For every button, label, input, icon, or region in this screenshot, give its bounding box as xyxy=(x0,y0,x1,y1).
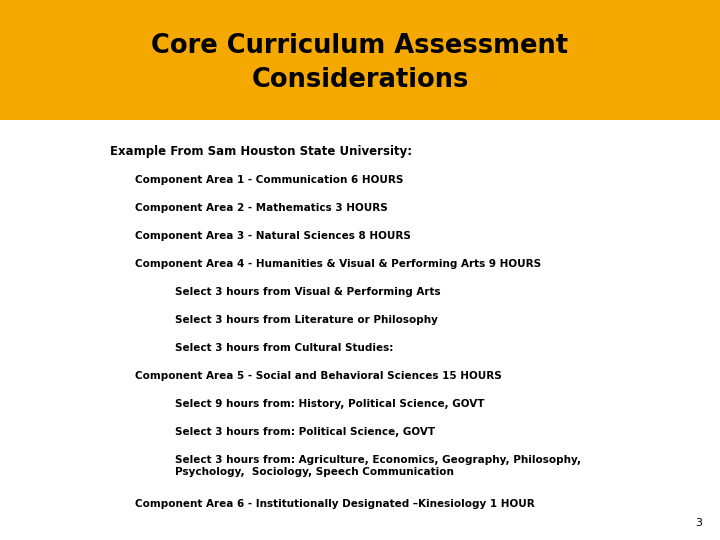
Text: Select 3 hours from: Agriculture, Economics, Geography, Philosophy,
Psychology, : Select 3 hours from: Agriculture, Econom… xyxy=(175,455,581,477)
Text: Considerations: Considerations xyxy=(251,67,469,93)
Text: Example From Sam Houston State University:: Example From Sam Houston State Universit… xyxy=(110,145,412,158)
Bar xyxy=(0,0,720,120)
Text: Select 9 hours from: History, Political Science, GOVT: Select 9 hours from: History, Political … xyxy=(175,399,485,409)
Text: Select 3 hours from Visual & Performing Arts: Select 3 hours from Visual & Performing … xyxy=(175,287,441,297)
Text: Select 3 hours from Literature or Philosophy: Select 3 hours from Literature or Philos… xyxy=(175,315,438,325)
Text: Select 3 hours from Cultural Studies:: Select 3 hours from Cultural Studies: xyxy=(175,343,393,353)
Text: Component Area 4 - Humanities & Visual & Performing Arts 9 HOURS: Component Area 4 - Humanities & Visual &… xyxy=(135,259,541,269)
Text: Component Area 3 - Natural Sciences 8 HOURS: Component Area 3 - Natural Sciences 8 HO… xyxy=(135,231,411,241)
Text: Component Area 2 - Mathematics 3 HOURS: Component Area 2 - Mathematics 3 HOURS xyxy=(135,203,388,213)
Text: Component Area 5 - Social and Behavioral Sciences 15 HOURS: Component Area 5 - Social and Behavioral… xyxy=(135,371,502,381)
Text: Select 3 hours from: Political Science, GOVT: Select 3 hours from: Political Science, … xyxy=(175,427,435,437)
Text: Component Area 6 - Institutionally Designated –Kinesiology 1 HOUR: Component Area 6 - Institutionally Desig… xyxy=(135,499,535,509)
Text: Core Curriculum Assessment: Core Curriculum Assessment xyxy=(151,33,569,59)
Text: Component Area 1 - Communication 6 HOURS: Component Area 1 - Communication 6 HOURS xyxy=(135,175,403,185)
Text: 3: 3 xyxy=(695,518,702,528)
